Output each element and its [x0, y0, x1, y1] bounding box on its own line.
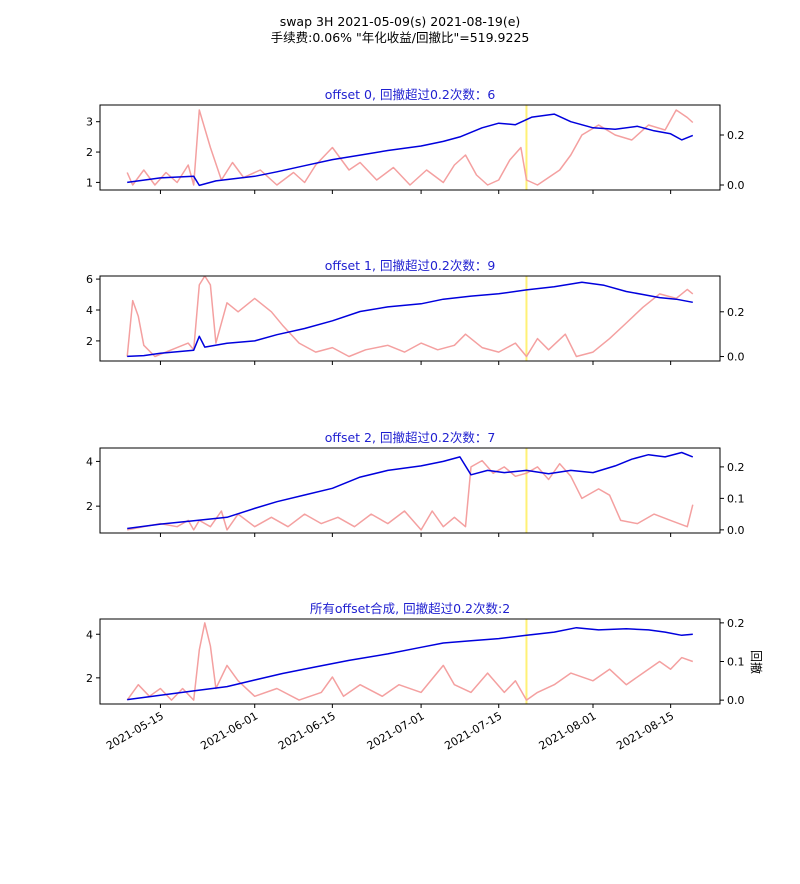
- left-tick-label: 2: [86, 335, 93, 348]
- right-tick-label: 0.0: [727, 179, 745, 192]
- right-tick-label: 0.2: [727, 129, 745, 142]
- right-tick-label: 0.2: [727, 617, 745, 630]
- subplot-title: offset 0, 回撤超过0.2次数：6: [325, 87, 496, 102]
- right-tick-label: 0.0: [727, 694, 745, 707]
- left-tick-label: 6: [86, 273, 93, 286]
- left-tick-label: 3: [86, 116, 93, 129]
- left-tick-label: 2: [86, 146, 93, 159]
- right-tick-label: 0.1: [727, 492, 745, 505]
- left-tick-label: 4: [86, 304, 93, 317]
- right-tick-label: 0.0: [727, 524, 745, 537]
- left-tick-label: 2: [86, 500, 93, 513]
- left-tick-label: 2: [86, 672, 93, 685]
- subplot-title: offset 2, 回撤超过0.2次数：7: [325, 430, 496, 445]
- right-tick-label: 0.1: [727, 656, 745, 669]
- left-tick-label: 4: [86, 455, 93, 468]
- subplot-title: 所有offset合成, 回撤超过0.2次数:2: [310, 601, 510, 616]
- right-tick-label: 0.0: [727, 351, 745, 364]
- right-axis-label: 回撤: [749, 650, 764, 674]
- right-tick-label: 0.2: [727, 306, 745, 319]
- figure-title-line1: swap 3H 2021-05-09(s) 2021-08-19(e): [280, 14, 521, 29]
- right-tick-label: 0.2: [727, 461, 745, 474]
- left-tick-label: 4: [86, 628, 93, 641]
- figure-title-line2: 手续费:0.06% "年化收益/回撤比"=519.9225: [271, 30, 530, 45]
- subplot-title: offset 1, 回撤超过0.2次数：9: [325, 258, 496, 273]
- left-tick-label: 1: [86, 176, 93, 189]
